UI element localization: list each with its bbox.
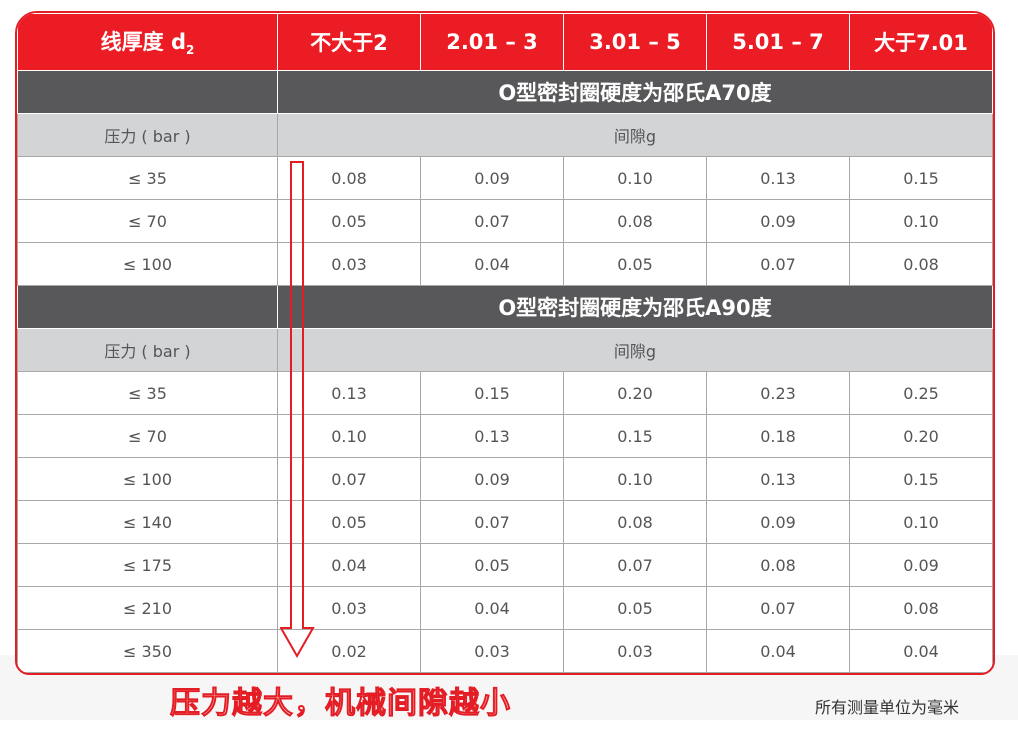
gap-value-cell: 0.03 <box>420 629 564 673</box>
pressure-cell: ≤ 350 <box>17 629 278 673</box>
subheader-row: 压力 ( bar ) 间隙g <box>17 113 993 157</box>
gap-value-cell: 0.07 <box>420 500 564 544</box>
gap-value-cell: 0.13 <box>420 414 564 458</box>
gap-value-cell: 0.03 <box>277 242 421 286</box>
pressure-cell: ≤ 100 <box>17 457 278 501</box>
gap-value-cell: 0.10 <box>563 156 707 200</box>
pressure-cell: ≤ 210 <box>17 586 278 630</box>
gap-value-cell: 0.05 <box>277 199 421 243</box>
table-row: ≤ 70 0.05 0.07 0.08 0.09 0.10 <box>17 199 993 243</box>
table-row: ≤ 35 0.08 0.09 0.10 0.13 0.15 <box>17 156 993 200</box>
gap-value-cell: 0.15 <box>563 414 707 458</box>
down-arrow-icon <box>280 161 315 659</box>
gap-value-cell: 0.05 <box>563 586 707 630</box>
gap-value-cell: 0.10 <box>277 414 421 458</box>
gap-value-cell: 0.03 <box>277 586 421 630</box>
gap-table: 线厚度 d2 不大于2 2.01 – 3 3.01 – 5 5.01 – 7 大于7.01… <box>17 13 993 673</box>
table-row: ≤ 350 0.02 0.03 0.03 0.04 0.04 <box>17 629 993 673</box>
gap-value-cell: 0.13 <box>706 457 850 501</box>
header-column: 3.01 – 5 <box>563 13 707 71</box>
table-row: ≤ 35 0.13 0.15 0.20 0.23 0.25 <box>17 371 993 415</box>
gap-value-cell: 0.10 <box>849 199 993 243</box>
gap-value-cell: 0.05 <box>277 500 421 544</box>
gap-value-cell: 0.10 <box>563 457 707 501</box>
gap-value-cell: 0.25 <box>849 371 993 415</box>
gap-value-cell: 0.04 <box>420 242 564 286</box>
section-title-row: O型密封圈硬度为邵氏A90度 <box>17 285 993 329</box>
gap-value-cell: 0.23 <box>706 371 850 415</box>
gap-value-cell: 0.15 <box>420 371 564 415</box>
gap-value-cell: 0.20 <box>563 371 707 415</box>
gap-value-cell: 0.04 <box>849 629 993 673</box>
gap-value-cell: 0.07 <box>420 199 564 243</box>
header-column: 大于7.01 <box>849 13 993 71</box>
table-row: ≤ 70 0.10 0.13 0.15 0.18 0.20 <box>17 414 993 458</box>
gap-value-cell: 0.18 <box>706 414 850 458</box>
pressure-cell: ≤ 100 <box>17 242 278 286</box>
pressure-annotation: 压力越大，机械间隙越小 <box>170 686 511 722</box>
section-title-row: O型密封圈硬度为邵氏A70度 <box>17 70 993 114</box>
gap-value-cell: 0.09 <box>706 199 850 243</box>
gap-value-cell: 0.13 <box>706 156 850 200</box>
gap-label: 间隙g <box>277 328 993 372</box>
gap-value-cell: 0.09 <box>706 500 850 544</box>
table-row: ≤ 100 0.03 0.04 0.05 0.07 0.08 <box>17 242 993 286</box>
gap-value-cell: 0.08 <box>849 586 993 630</box>
header-column: 5.01 – 7 <box>706 13 850 71</box>
gap-value-cell: 0.09 <box>849 543 993 587</box>
header-label: 线厚度 d <box>100 30 186 55</box>
gap-value-cell: 0.15 <box>849 156 993 200</box>
pressure-cell: ≤ 70 <box>17 414 278 458</box>
unit-note: 所有测量单位为毫米 <box>815 698 960 717</box>
section-blank <box>17 70 278 114</box>
gap-value-cell: 0.07 <box>706 242 850 286</box>
pressure-cell: ≤ 140 <box>17 500 278 544</box>
header-subscript: 2 <box>185 43 195 58</box>
gap-value-cell: 0.04 <box>706 629 850 673</box>
section-blank <box>17 285 278 329</box>
pressure-cell: ≤ 175 <box>17 543 278 587</box>
gap-value-cell: 0.07 <box>563 543 707 587</box>
gap-table-card: 线厚度 d2 不大于2 2.01 – 3 3.01 – 5 5.01 – 7 大于7.01… <box>15 11 995 675</box>
gap-value-cell: 0.20 <box>849 414 993 458</box>
gap-value-cell: 0.10 <box>849 500 993 544</box>
section-title: O型密封圈硬度为邵氏A70度 <box>277 70 993 114</box>
pressure-cell: ≤ 35 <box>17 156 278 200</box>
pressure-label: 压力 ( bar ) <box>17 113 278 157</box>
gap-value-cell: 0.08 <box>563 199 707 243</box>
gap-value-cell: 0.09 <box>420 156 564 200</box>
gap-label: 间隙g <box>277 113 993 157</box>
header-column: 2.01 – 3 <box>420 13 564 71</box>
gap-value-cell: 0.15 <box>849 457 993 501</box>
header-column: 不大于2 <box>277 13 421 71</box>
gap-value-cell: 0.09 <box>420 457 564 501</box>
pressure-label: 压力 ( bar ) <box>17 328 278 372</box>
gap-value-cell: 0.08 <box>849 242 993 286</box>
gap-value-cell: 0.07 <box>277 457 421 501</box>
table-row: ≤ 140 0.05 0.07 0.08 0.09 0.10 <box>17 500 993 544</box>
subheader-row: 压力 ( bar ) 间隙g <box>17 328 993 372</box>
gap-value-cell: 0.08 <box>277 156 421 200</box>
section-title: O型密封圈硬度为邵氏A90度 <box>277 285 993 329</box>
header-wire-thickness: 线厚度 d2 <box>17 13 278 71</box>
table-row: ≤ 175 0.04 0.05 0.07 0.08 0.09 <box>17 543 993 587</box>
gap-value-cell: 0.05 <box>563 242 707 286</box>
gap-value-cell: 0.07 <box>706 586 850 630</box>
gap-value-cell: 0.03 <box>563 629 707 673</box>
header-row: 线厚度 d2 不大于2 2.01 – 3 3.01 – 5 5.01 – 7 大于7.01 <box>17 13 993 71</box>
table-row: ≤ 210 0.03 0.04 0.05 0.07 0.08 <box>17 586 993 630</box>
gap-value-cell: 0.05 <box>420 543 564 587</box>
gap-value-cell: 0.08 <box>706 543 850 587</box>
pressure-cell: ≤ 70 <box>17 199 278 243</box>
pressure-cell: ≤ 35 <box>17 371 278 415</box>
gap-value-cell: 0.08 <box>563 500 707 544</box>
table-row: ≤ 100 0.07 0.09 0.10 0.13 0.15 <box>17 457 993 501</box>
gap-value-cell: 0.04 <box>420 586 564 630</box>
